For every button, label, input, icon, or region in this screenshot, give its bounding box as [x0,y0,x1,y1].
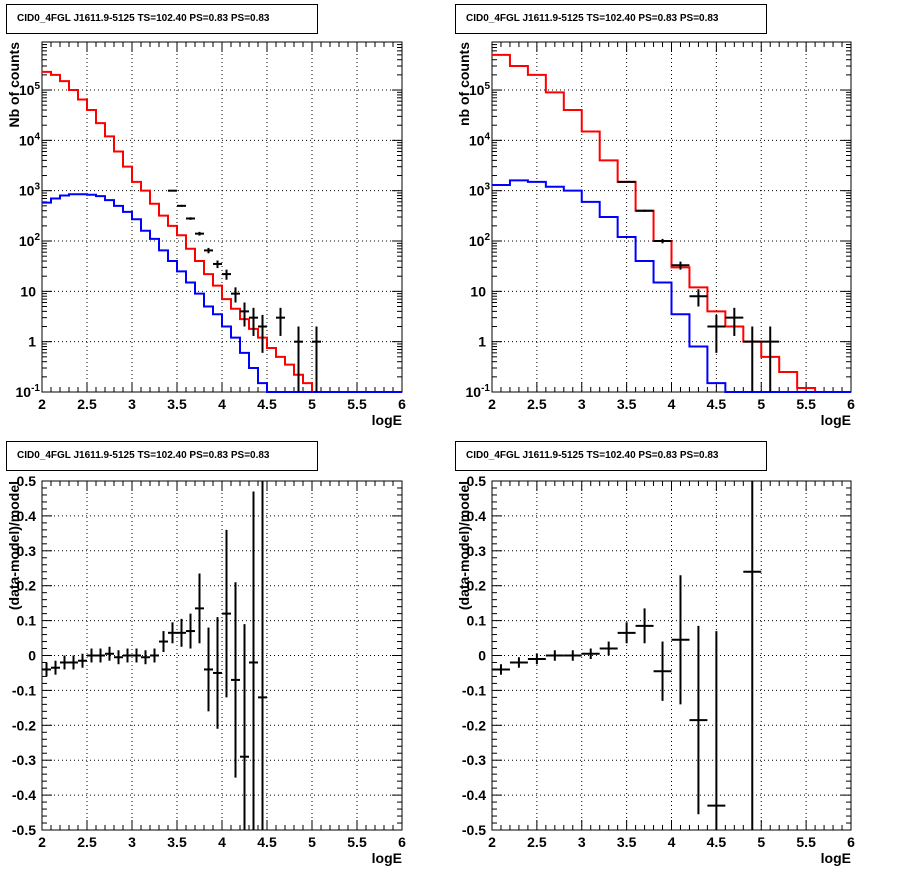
histogram-series-1 [42,193,402,393]
x-tick-label: 5.5 [796,834,816,850]
y-tick-label: 0 [28,648,36,664]
chart-title: CID0_4FGL J1611.9-5125 TS=102.40 PS=0.83… [6,441,318,471]
y-axis-label: nb of counts [456,42,472,126]
y-tick-label: 0.1 [17,613,37,629]
y-axis-label: (data-model)/model [456,481,472,610]
plot-frame [41,480,403,831]
y-tick-label: 10-1 [466,383,491,400]
x-tick-label: 5.5 [347,396,367,412]
x-tick-label: 5 [308,396,316,412]
x-tick-label: 5.5 [347,834,367,850]
y-tick-label: 102 [469,232,491,249]
y-tick-label: 0.4 [17,508,37,524]
y-tick-label: 103 [469,182,491,199]
x-tick-label: 5 [757,834,765,850]
plot-frame [491,41,852,393]
y-tick-label: 104 [19,131,41,148]
histogram-series-1 [492,179,851,393]
y-axis-label: Nb of counts [6,42,22,128]
plot-frame [491,480,852,831]
y-tick-label: -0.5 [12,822,36,838]
x-tick-label: 4.5 [257,834,277,850]
x-tick-label: 3.5 [167,396,187,412]
y-tick-label: 10 [20,283,36,299]
y-tick-label: 105 [19,81,41,98]
y-tick-label: -0.3 [462,752,486,768]
y-tick-label: -0.4 [462,787,486,803]
y-tick-label: 1 [28,334,36,350]
x-tick-label: 4 [668,396,676,412]
y-tick-label: 0.5 [467,473,487,489]
y-tick-label: 0 [478,648,486,664]
x-tick-label: 5 [757,396,765,412]
y-axis-label: (data-model)/model [6,481,22,610]
x-tick-label: 4 [218,834,226,850]
x-tick-label: 3.5 [617,396,637,412]
y-tick-label: 105 [469,81,491,98]
x-tick-label: 2.5 [77,834,97,850]
x-tick-label: 4.5 [257,396,277,412]
y-tick-label: 0.2 [17,578,37,594]
y-tick-label: 102 [19,232,41,249]
y-tick-label: 0.3 [467,543,487,559]
x-tick-label: 2 [38,396,46,412]
x-tick-label: 2 [488,396,496,412]
x-tick-label: 6 [398,834,406,850]
y-tick-label: -0.2 [462,717,486,733]
x-tick-label: 5.5 [796,396,816,412]
x-tick-label: 3.5 [617,834,637,850]
chart-title: CID0_4FGL J1611.9-5125 TS=102.40 PS=0.83… [6,4,318,34]
y-tick-label: 0.3 [17,543,37,559]
histogram-series-0 [42,70,402,393]
x-tick-label: 2 [488,834,496,850]
y-tick-label: -0.3 [12,752,36,768]
x-tick-label: 4.5 [707,396,727,412]
x-axis-label: logE [821,850,851,866]
histogram-series-0 [492,53,851,393]
x-axis-label: logE [372,850,402,866]
x-tick-label: 4 [668,834,676,850]
x-tick-label: 2.5 [527,396,547,412]
y-tick-label: 10 [470,283,486,299]
y-tick-label: -0.4 [12,787,36,803]
y-tick-label: 0.2 [467,578,487,594]
chart-title: CID0_4FGL J1611.9-5125 TS=102.40 PS=0.83… [455,441,767,471]
y-tick-label: 104 [469,131,491,148]
y-tick-label: -0.5 [462,822,486,838]
x-axis-label: logE [821,412,851,428]
y-tick-label: 0.4 [467,508,487,524]
x-tick-label: 6 [398,396,406,412]
y-tick-label: -0.1 [462,682,486,698]
x-tick-label: 6 [847,396,855,412]
x-tick-label: 3 [578,396,586,412]
y-tick-label: -0.2 [12,717,36,733]
x-tick-label: 4.5 [707,834,727,850]
x-tick-label: 6 [847,834,855,850]
x-tick-label: 2 [38,834,46,850]
y-tick-label: -0.1 [12,682,36,698]
x-tick-label: 4 [218,396,226,412]
y-tick-label: 1 [478,334,486,350]
y-tick-label: 10-1 [16,383,41,400]
x-tick-label: 3 [578,834,586,850]
x-tick-label: 2.5 [527,834,547,850]
x-tick-label: 2.5 [77,396,97,412]
x-tick-label: 3.5 [167,834,187,850]
x-tick-label: 3 [128,396,136,412]
x-axis-label: logE [372,412,402,428]
x-tick-label: 3 [128,834,136,850]
chart-title: CID0_4FGL J1611.9-5125 TS=102.40 PS=0.83… [455,4,767,34]
plot-frame [41,41,403,393]
x-tick-label: 5 [308,834,316,850]
y-tick-label: 103 [19,182,41,199]
y-tick-label: 0.5 [17,473,37,489]
y-tick-label: 0.1 [467,613,487,629]
